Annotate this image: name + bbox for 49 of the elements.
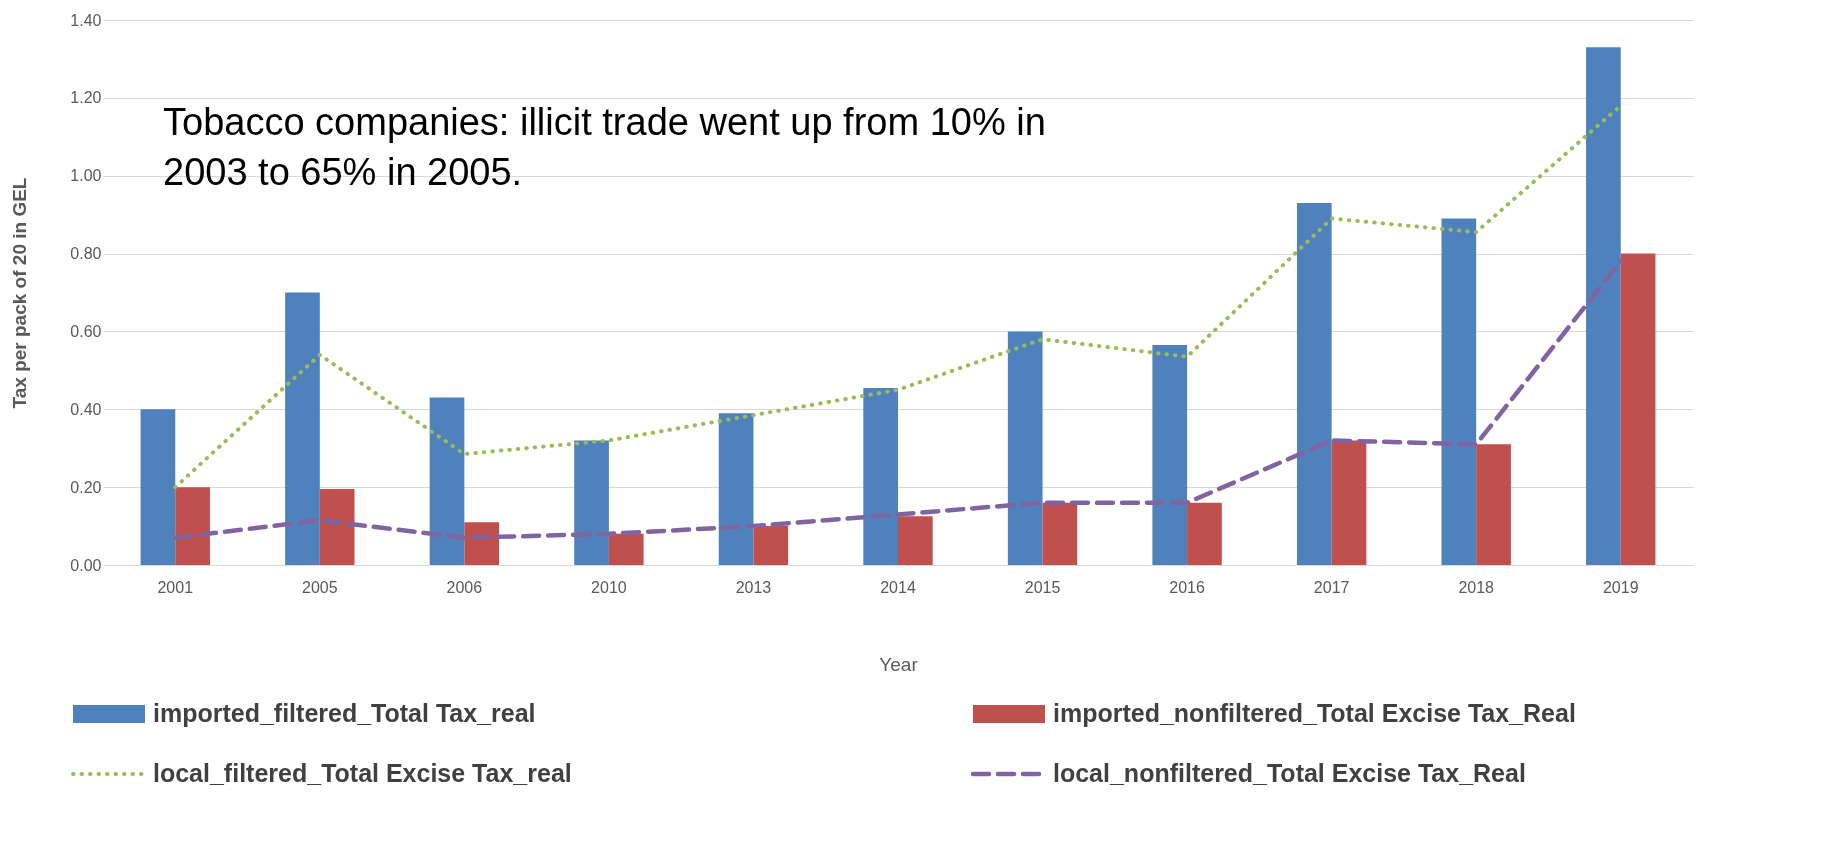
- bar: [1296, 202, 1332, 565]
- bar: [285, 292, 320, 565]
- bar: [898, 516, 933, 565]
- bar: [608, 533, 644, 565]
- legend-label: imported_filtered_Total Tax_real: [153, 699, 536, 727]
- x-tick-label: 2016: [1169, 578, 1205, 596]
- x-tick-label: 2013: [735, 578, 772, 596]
- x-tick-label: 2001: [157, 578, 194, 596]
- x-tick-label: 2015: [1024, 578, 1061, 596]
- x-tick-label: 2005: [302, 578, 338, 596]
- bar: [1441, 218, 1477, 565]
- bar: [863, 387, 898, 565]
- legend-label: local_nonfiltered_Total Excise Tax_Real: [1053, 759, 1526, 787]
- y-tick-label: 0.40: [70, 400, 102, 418]
- y-tick-label: 1.40: [70, 11, 102, 29]
- y-axis-title: Tax per pack of 20 in GEL: [9, 177, 31, 409]
- bar: [718, 413, 754, 565]
- bar: [1152, 345, 1188, 565]
- bar: [1007, 331, 1043, 565]
- bar: [1331, 440, 1367, 565]
- x-tick-label: 2014: [880, 578, 916, 596]
- bar: [1620, 253, 1656, 565]
- y-tick-label: 0.20: [70, 478, 102, 496]
- bar: [574, 440, 609, 565]
- x-tick-label: 2010: [591, 578, 627, 596]
- legend-label: local_filtered_Total Excise Tax_real: [153, 759, 572, 787]
- y-tick-label: 0.80: [70, 245, 102, 263]
- bar: [464, 522, 500, 565]
- y-tick-label: 0.60: [70, 322, 102, 340]
- bar: [753, 526, 789, 565]
- y-tick-label: 1.00: [70, 167, 102, 185]
- x-axis-title: Year: [879, 653, 919, 675]
- y-tick-label: 0.00: [70, 556, 102, 574]
- line-series: [173, 259, 1623, 540]
- bar: [1586, 47, 1621, 565]
- x-tick-label: 2018: [1458, 578, 1495, 596]
- bar: [1042, 502, 1078, 565]
- annotation: Tobacco companies: illicit trade went up from 10% in 2003 to 65% in 2005.: [163, 101, 1046, 193]
- x-tick-label: 2017: [1313, 578, 1350, 596]
- bar: [319, 489, 355, 565]
- bar: [1476, 444, 1511, 565]
- x-tick-label: 2019: [1602, 578, 1639, 596]
- bar: [1187, 502, 1222, 565]
- y-tick-label: 1.20: [70, 89, 102, 107]
- bar: [175, 487, 210, 565]
- legend-label: imported_nonfiltered_Total Excise Tax_Real: [1053, 699, 1576, 727]
- bar: [140, 409, 176, 565]
- bar: [429, 397, 465, 565]
- x-tick-label: 2006: [446, 578, 483, 596]
